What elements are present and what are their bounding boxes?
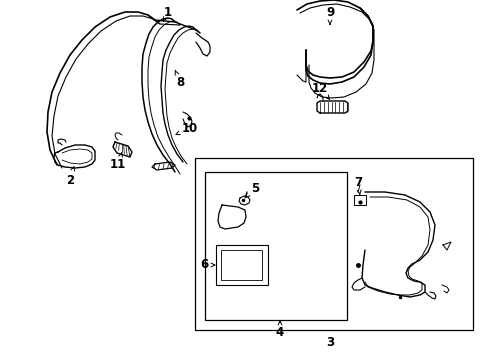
Bar [216,245,268,285]
Bar [354,195,366,205]
Bar [205,172,347,320]
Text: 1: 1 [163,5,172,21]
Text: 8: 8 [175,70,184,89]
Text: 6: 6 [200,258,215,271]
Text: 3: 3 [326,336,334,348]
Text: 4: 4 [276,321,284,338]
Bar [195,158,473,330]
Text: 11: 11 [110,153,126,171]
Text: 2: 2 [66,167,74,186]
Bar [221,250,262,280]
Text: 5: 5 [245,181,259,197]
Text: 9: 9 [326,5,334,24]
Text: 10: 10 [176,122,198,135]
Text: 7: 7 [354,175,362,194]
Text: 12: 12 [312,81,330,99]
